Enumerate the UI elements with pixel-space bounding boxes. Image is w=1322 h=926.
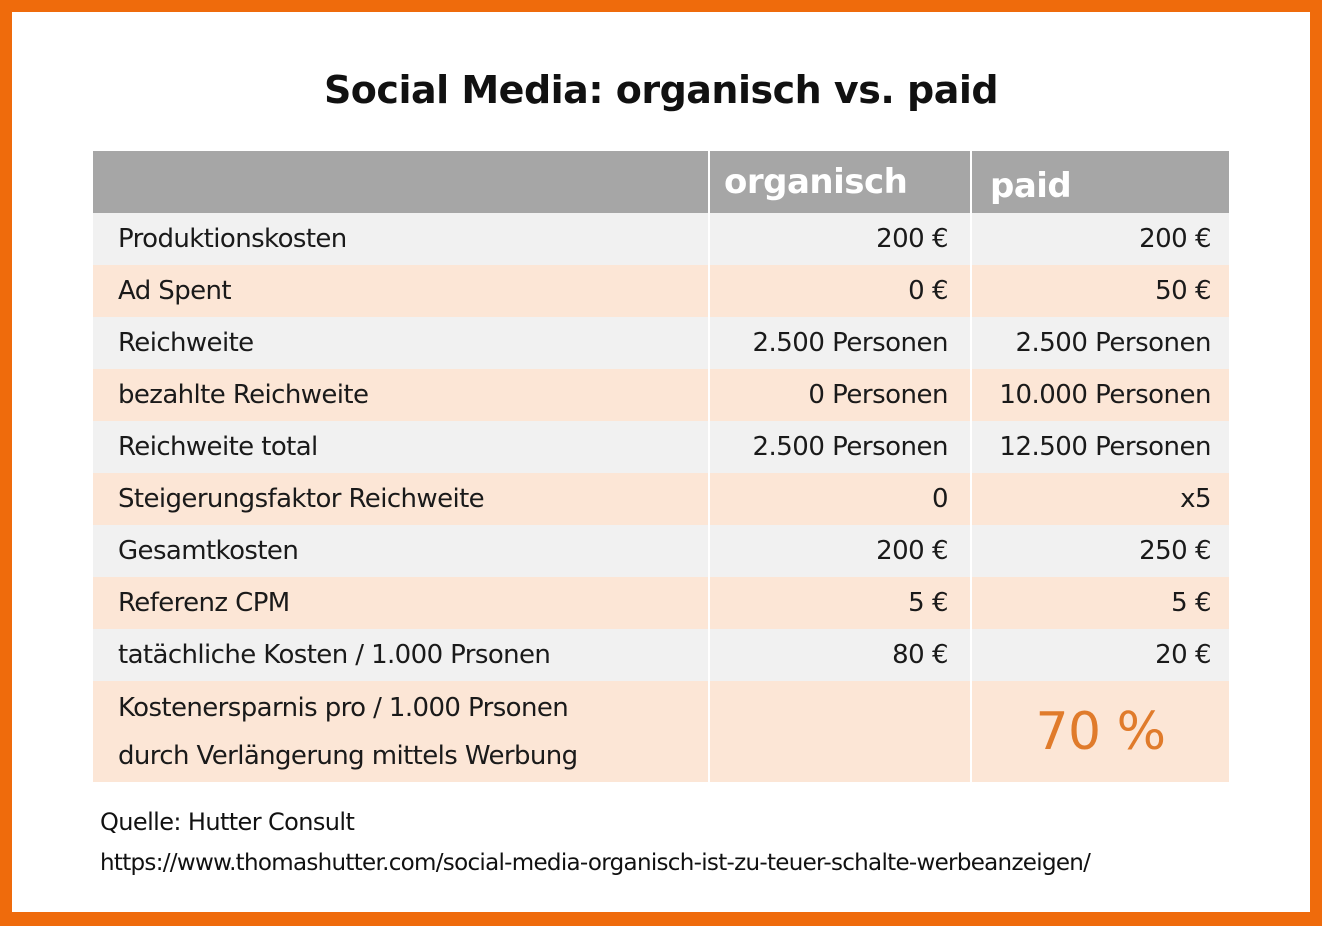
table-row: bezahlte Reichweite 0 Personen 10.000 Pe… — [93, 369, 1229, 421]
organisch-value: 0 — [708, 473, 970, 525]
row-label: Referenz CPM — [118, 588, 290, 618]
summary-paid: 70 % — [970, 681, 1229, 782]
summary-label: Kostenersparnis pro / 1.000 Prsonen durc… — [93, 681, 708, 782]
row-label: Reichweite total — [118, 432, 318, 462]
summary-label-line1: Kostenersparnis pro / 1.000 Prsonen — [118, 692, 569, 723]
row-label: Reichweite — [118, 328, 254, 358]
row-label: bezahlte Reichweite — [118, 380, 369, 410]
row-label: Gesamtkosten — [118, 536, 299, 566]
paid-value: x5 — [970, 473, 1229, 525]
table-row: Referenz CPM 5 € 5 € — [93, 577, 1229, 629]
page-title: Social Media: organisch vs. paid — [323, 68, 999, 112]
source-label: Quelle: Hutter Consult — [100, 808, 355, 836]
paid-value: 10.000 Personen — [970, 369, 1229, 421]
table-row: tatächliche Kosten / 1.000 Prsonen 80 € … — [93, 629, 1229, 681]
organisch-value: 5 € — [708, 577, 970, 629]
row-label: Ad Spent — [118, 276, 232, 306]
row-label: tatächliche Kosten / 1.000 Prsonen — [118, 640, 551, 670]
table-row: Steigerungsfaktor Reichweite 0 x5 — [93, 473, 1229, 525]
paid-value: 5 € — [970, 577, 1229, 629]
table-row: Ad Spent 0 € 50 € — [93, 265, 1229, 317]
table-row: Reichweite total 2.500 Personen 12.500 P… — [93, 421, 1229, 473]
comparison-table: organisch paid Produktionskosten 200 € 2… — [93, 151, 1229, 782]
header-empty — [93, 151, 708, 213]
organisch-value: 200 € — [708, 213, 970, 265]
table-header: organisch paid — [93, 151, 1229, 213]
table-row: Gesamtkosten 200 € 250 € — [93, 525, 1229, 577]
summary-organisch — [708, 681, 970, 782]
paid-value: 200 € — [970, 213, 1229, 265]
source-url[interactable]: https://www.thomashutter.com/social-medi… — [100, 850, 1091, 876]
organisch-value: 200 € — [708, 525, 970, 577]
organisch-value: 0 € — [708, 265, 970, 317]
header-organisch: organisch — [708, 151, 970, 213]
summary-label-line2: durch Verlängerung mittels Werbung — [118, 740, 578, 771]
paid-value: 20 € — [970, 629, 1229, 681]
organisch-value: 0 Personen — [708, 369, 970, 421]
paid-value: 250 € — [970, 525, 1229, 577]
summary-row: Kostenersparnis pro / 1.000 Prsonen durc… — [93, 681, 1229, 782]
table-row: Reichweite 2.500 Personen 2.500 Personen — [93, 317, 1229, 369]
savings-percent: 70 % — [1035, 701, 1166, 762]
table-row: Produktionskosten 200 € 200 € — [93, 213, 1229, 265]
row-label: Produktionskosten — [118, 224, 347, 254]
header-paid: paid — [970, 151, 1229, 213]
organisch-value: 80 € — [708, 629, 970, 681]
paid-value: 2.500 Personen — [970, 317, 1229, 369]
row-label: Steigerungsfaktor Reichweite — [118, 484, 485, 514]
paid-value: 50 € — [970, 265, 1229, 317]
organisch-value: 2.500 Personen — [708, 317, 970, 369]
organisch-value: 2.500 Personen — [708, 421, 970, 473]
paid-value: 12.500 Personen — [970, 421, 1229, 473]
